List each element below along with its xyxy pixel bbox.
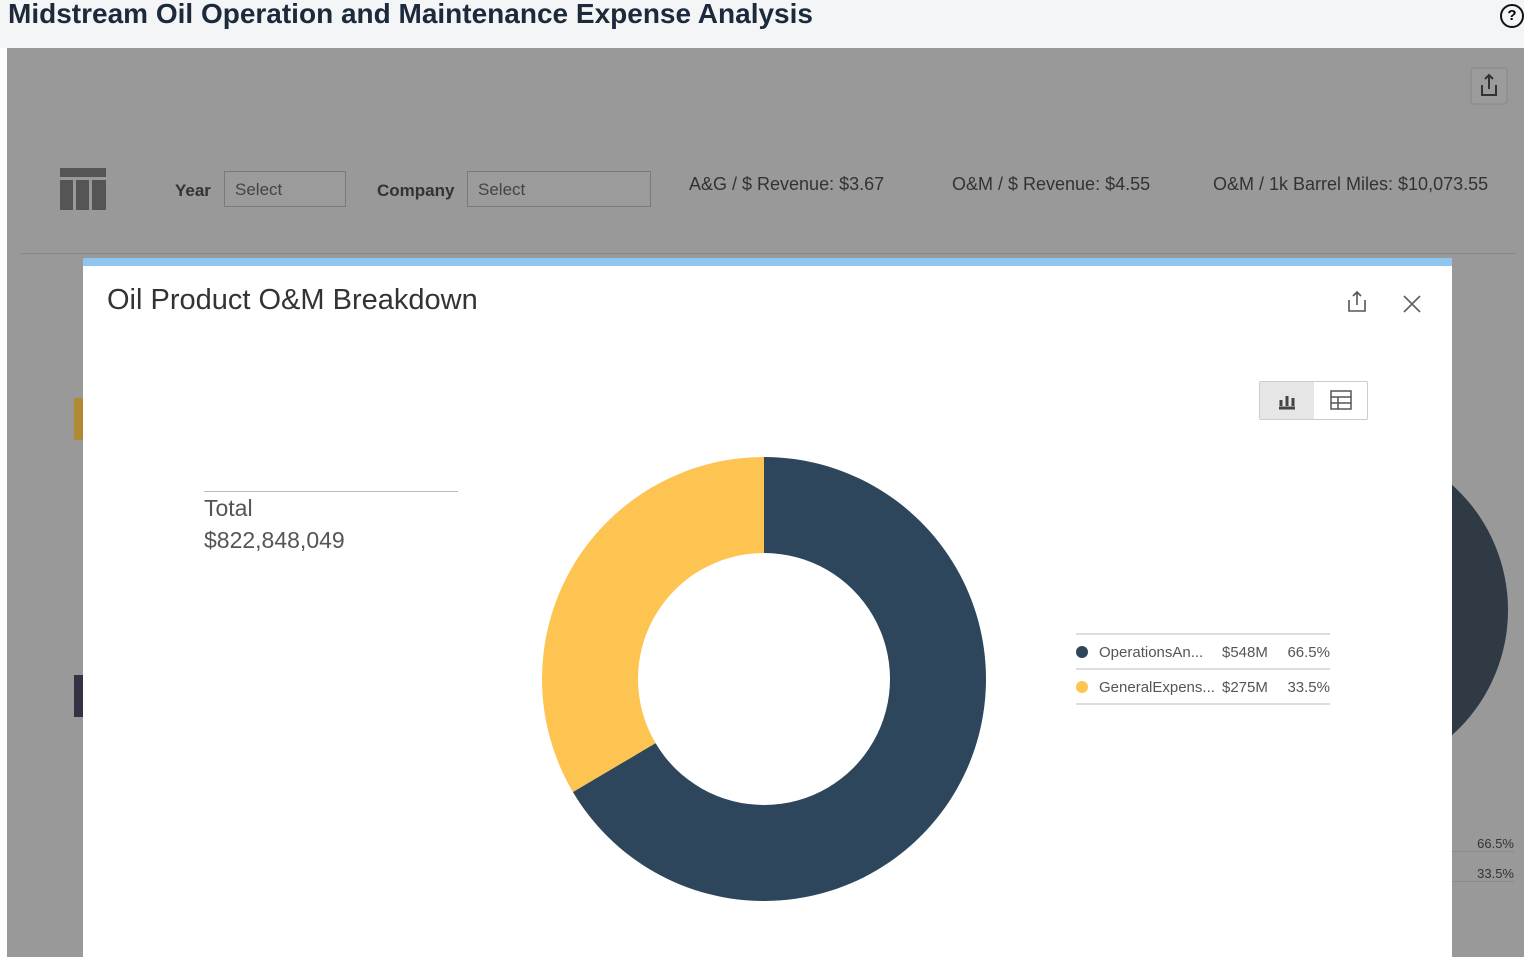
modal-title: Oil Product O&M Breakdown	[107, 284, 478, 316]
view-toggle	[1259, 381, 1368, 420]
header: Midstream Oil Operation and Maintenance …	[0, 0, 1524, 48]
table-icon[interactable]	[60, 168, 106, 212]
legend-text: 66.5%	[1287, 644, 1330, 661]
legend-text: $548M	[1222, 644, 1268, 661]
donut-slice	[541, 457, 764, 793]
background-percent: 33.5%	[1447, 866, 1514, 882]
legend-dot	[1076, 681, 1088, 693]
legend-text: OperationsAn...	[1099, 644, 1203, 661]
chart-view-button[interactable]	[1260, 382, 1314, 419]
filter-select[interactable]: Select	[224, 171, 346, 207]
divider	[21, 253, 1516, 254]
legend-dot	[1076, 646, 1088, 658]
background-percent: 66.5%	[1447, 836, 1514, 852]
total-rule	[204, 491, 458, 492]
donut-slice	[572, 457, 986, 901]
close-button[interactable]	[1402, 294, 1422, 314]
filter-select[interactable]: Select	[467, 171, 651, 207]
kpi: O&M / 1k Barrel Miles: $10,073.55	[1213, 174, 1489, 194]
legend-text: GeneralExpens...	[1099, 679, 1215, 696]
legend-text: $275M	[1222, 679, 1268, 696]
filter-label: Year	[175, 181, 211, 200]
share-button[interactable]	[1345, 290, 1369, 314]
background-glyph	[74, 398, 84, 440]
table-view-button[interactable]	[1315, 382, 1367, 419]
filter-label: Company	[377, 181, 455, 200]
help-button[interactable]: ?	[1500, 4, 1524, 28]
page-title: Midstream Oil Operation and Maintenance …	[8, 0, 813, 29]
background-glyph	[74, 675, 84, 717]
kpi: A&G / $ Revenue: $3.67	[689, 174, 885, 194]
share-button[interactable]	[1470, 67, 1508, 105]
legend-text: 33.5%	[1287, 679, 1330, 696]
modal: Oil Product O&M Breakdown Total $822,848…	[83, 258, 1452, 957]
total-label: Total	[204, 495, 253, 521]
total-value: $822,848,049	[204, 527, 345, 553]
donut-chart: OperationsAn... $548M 66.5% GeneralExpens..…	[541, 457, 1330, 901]
kpi: O&M / $ Revenue: $4.55	[952, 174, 1151, 194]
